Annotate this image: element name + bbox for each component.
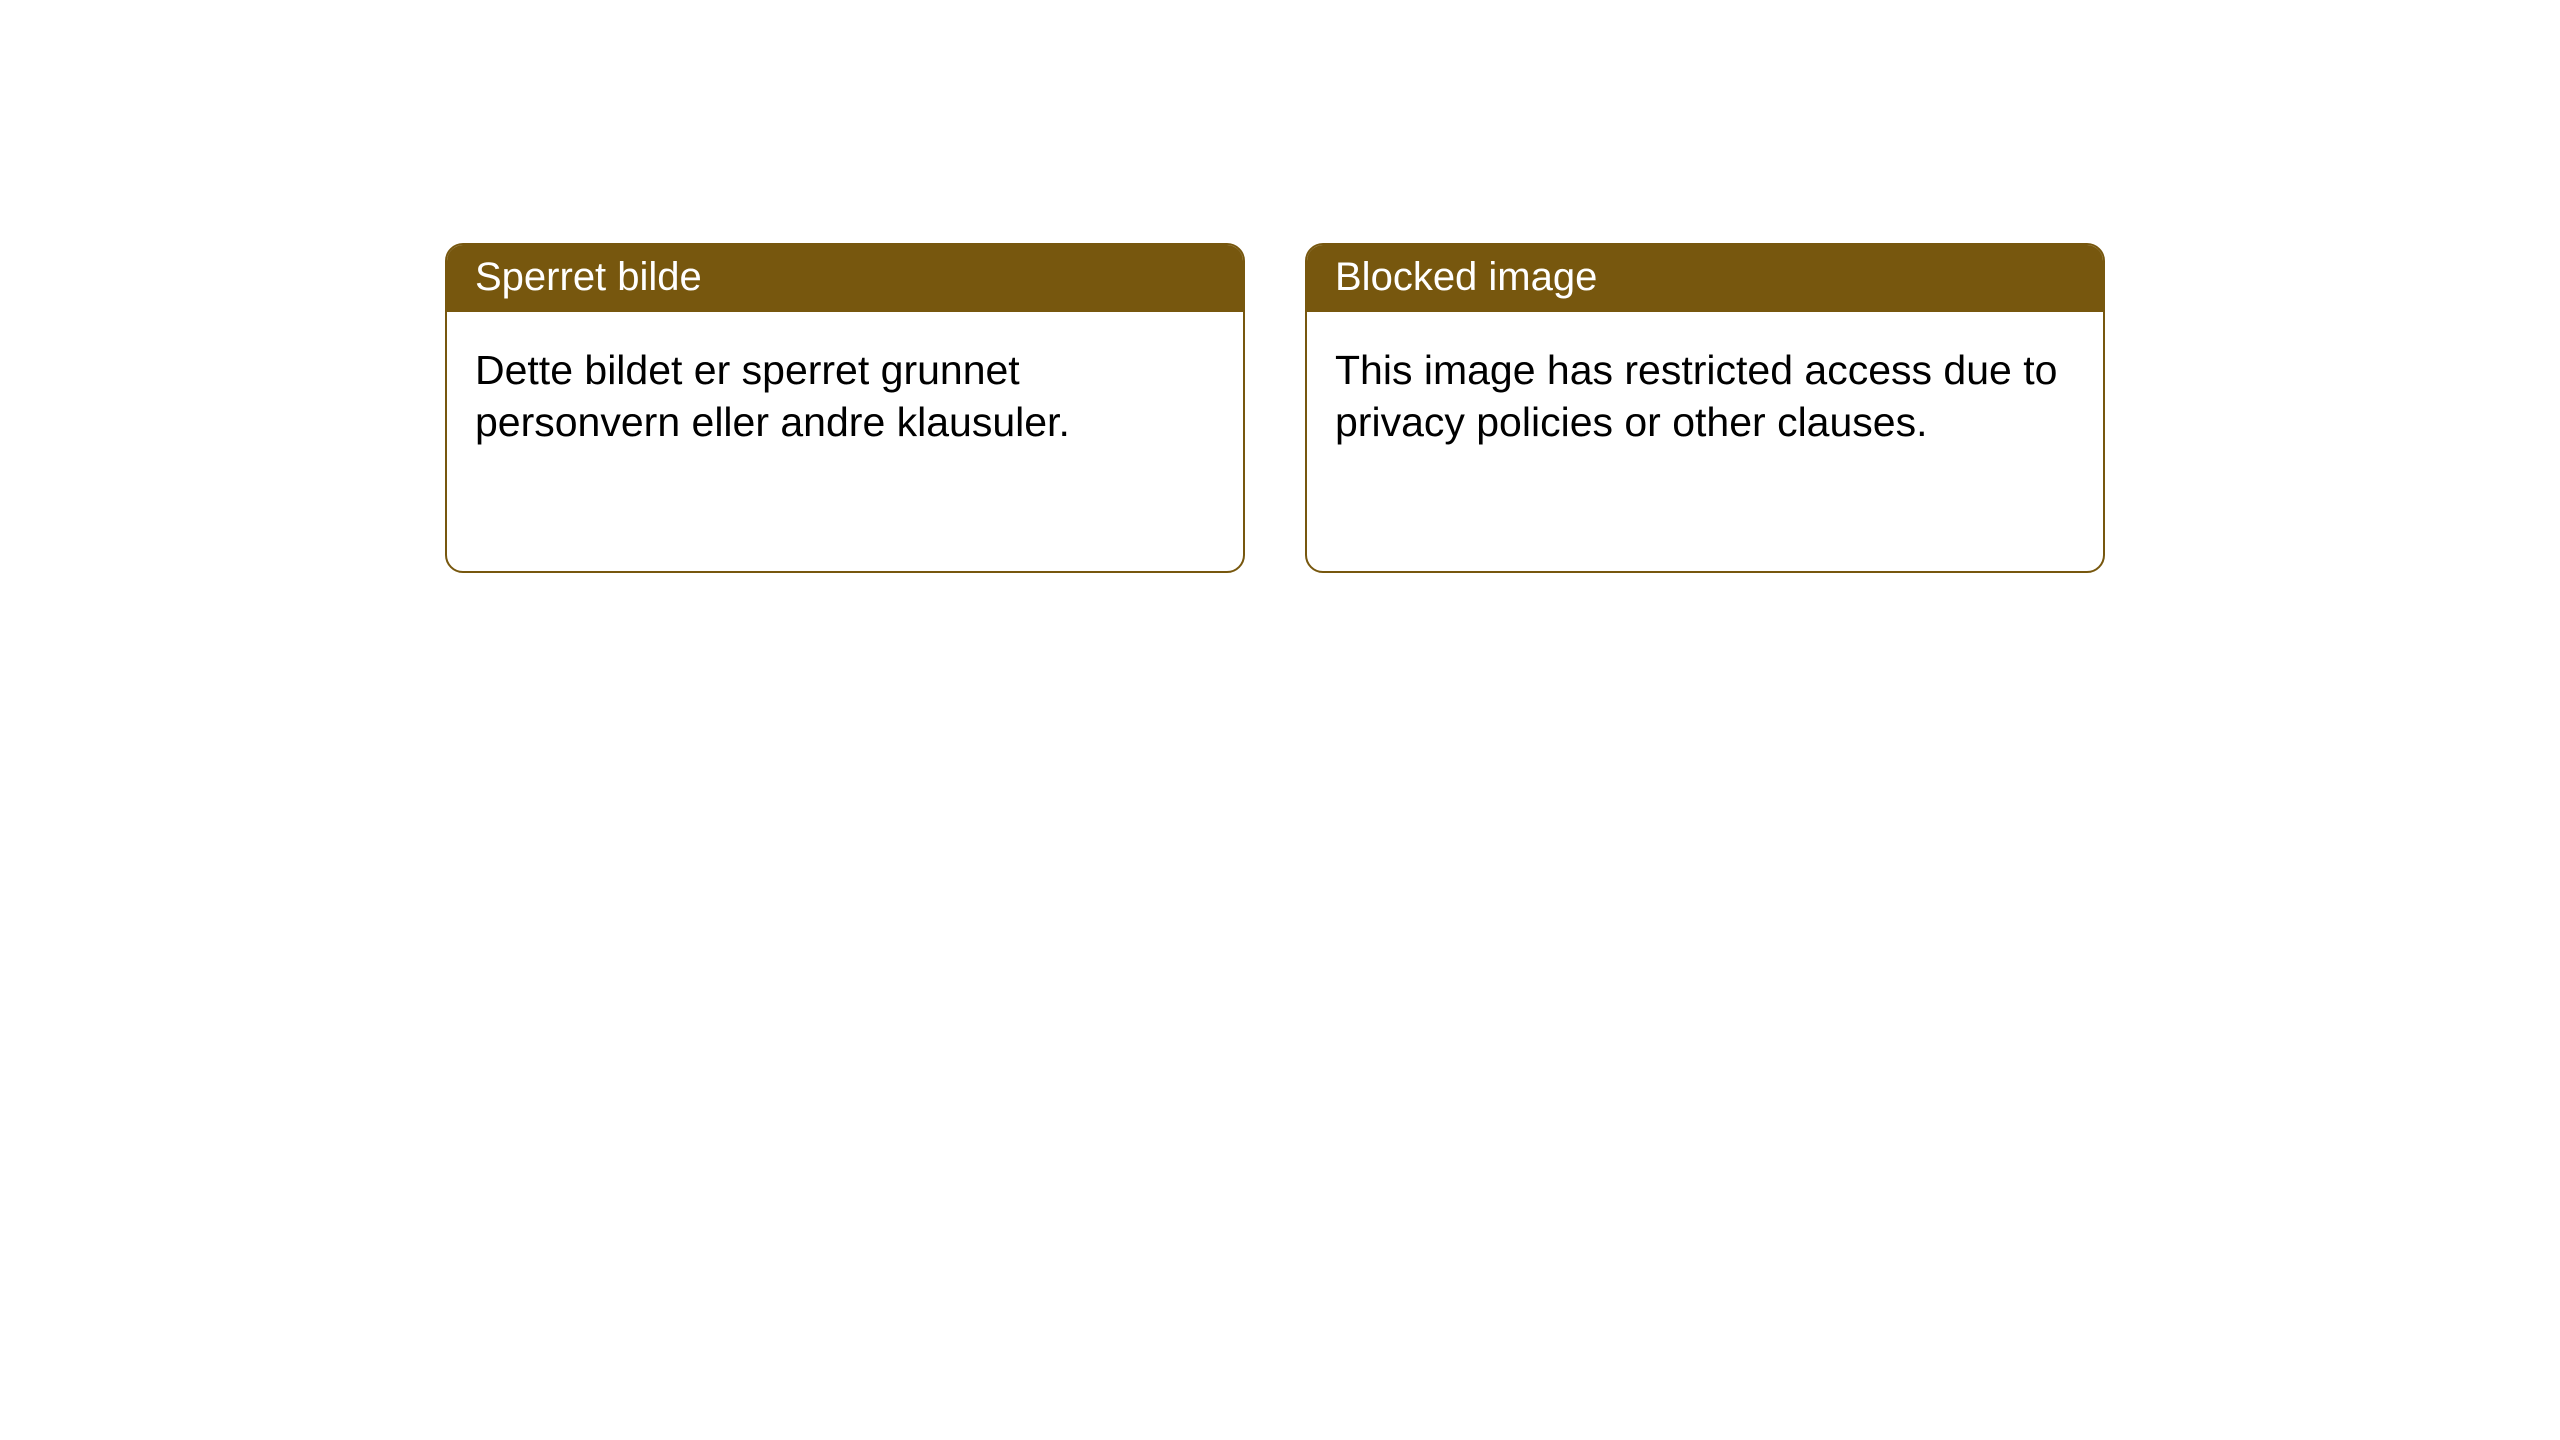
card-body-no: Dette bildet er sperret grunnet personve… (447, 312, 1243, 481)
blocked-image-card-no: Sperret bilde Dette bildet er sperret gr… (445, 243, 1245, 573)
card-body-en: This image has restricted access due to … (1307, 312, 2103, 481)
card-header-no: Sperret bilde (447, 245, 1243, 312)
blocked-image-card-en: Blocked image This image has restricted … (1305, 243, 2105, 573)
notice-cards-container: Sperret bilde Dette bildet er sperret gr… (445, 243, 2105, 573)
card-header-en: Blocked image (1307, 245, 2103, 312)
